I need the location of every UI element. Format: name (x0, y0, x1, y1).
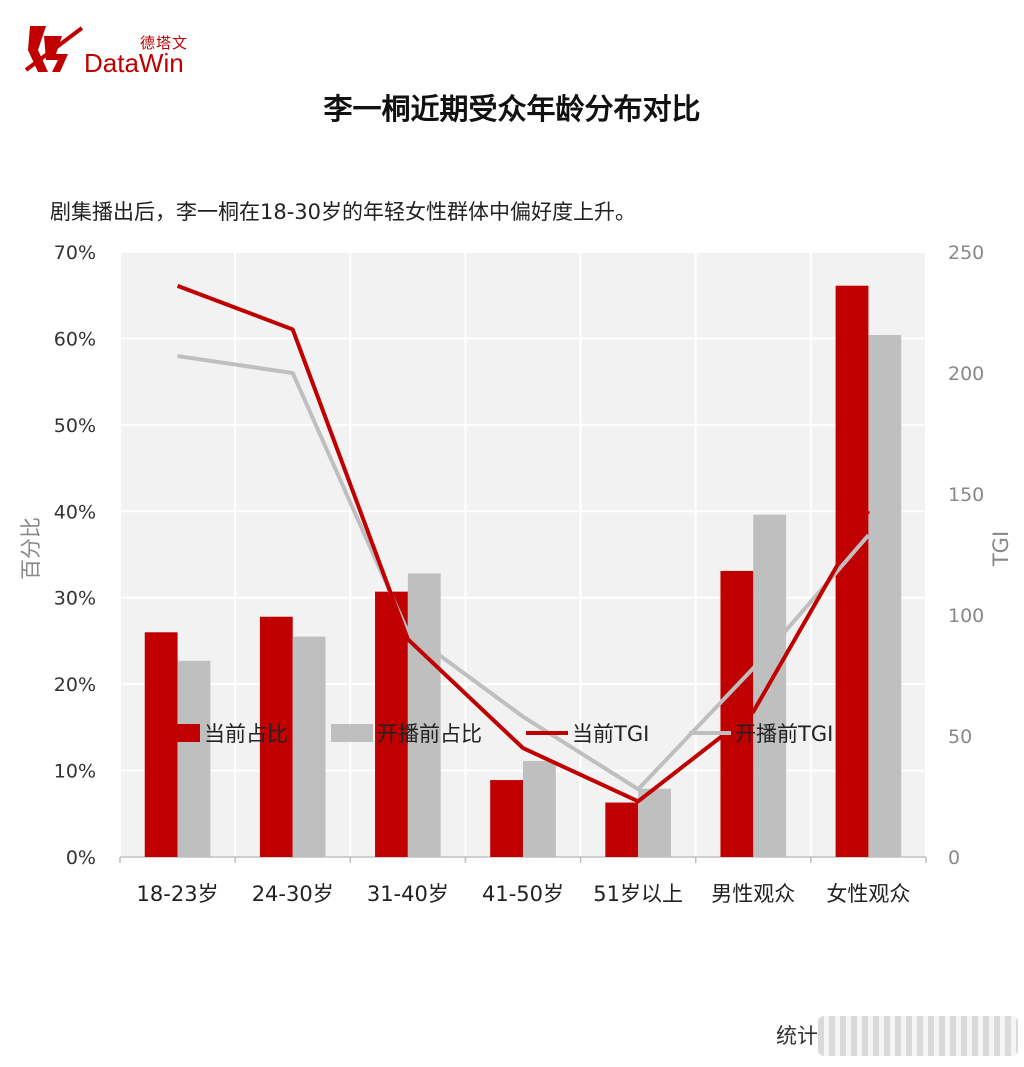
bar-current (835, 285, 869, 857)
bar-before (523, 761, 556, 857)
bar-before (292, 636, 326, 857)
chart-subtitle: 剧集播出后，李一桐在18-30岁的年轻女性群体中偏好度上升。 (50, 200, 637, 224)
y-tick-label-right: 100 (948, 605, 984, 627)
logo-chinese-name: 德塔文 (140, 34, 189, 52)
x-tick-label: 51岁以上 (593, 882, 683, 906)
x-tick-label: 男性观众 (711, 882, 795, 906)
bar-current (144, 632, 178, 857)
y-axis-title-left: 百分比 (19, 517, 43, 580)
footer-redacted-area (818, 1016, 1018, 1056)
y-tick-label-right: 200 (948, 363, 984, 385)
logo-english-name: DataWin (84, 48, 184, 78)
bar-current (259, 616, 293, 857)
y-tick-label-right: 50 (948, 726, 972, 748)
footer-text: 统计 (776, 1024, 818, 1048)
plot-area (120, 252, 926, 857)
bar-before (177, 660, 211, 857)
datawin-logo-mark (24, 26, 84, 72)
bar-before (407, 573, 441, 857)
bar-current (490, 780, 523, 857)
y-tick-label-left: 70% (54, 242, 96, 264)
line-before-tgi (177, 354, 870, 792)
y-tick-label-left: 40% (54, 501, 96, 523)
x-tick-label: 41-50岁 (482, 882, 564, 906)
y-tick-label-right: 150 (948, 484, 984, 506)
y-tick-label-right: 0 (948, 847, 960, 869)
x-tick-label: 31-40岁 (367, 882, 449, 906)
bar-current (375, 591, 408, 857)
combo-chart: 0% 10% 20% 30% 40% 50% 60% 70% 0 50 100 150 200 250 18… (19, 242, 1013, 906)
legend-label: 当前TGI (572, 722, 649, 746)
bar-before (868, 334, 902, 857)
y-tick-label-left: 30% (54, 588, 96, 610)
x-tick-label: 18-23岁 (137, 882, 219, 906)
y-axis-title-right: TGI (989, 531, 1013, 567)
bar-current (605, 802, 639, 857)
legend-label: 开播前TGI (735, 722, 833, 746)
datawin-logo (24, 20, 204, 80)
y-tick-label-left: 20% (54, 674, 96, 696)
bar-before (638, 788, 671, 857)
legend-label: 开播前占比 (377, 722, 482, 746)
y-tick-label-left: 60% (54, 328, 96, 350)
x-tick-label: 女性观众 (826, 882, 910, 906)
y-tick-label-left: 50% (54, 415, 96, 437)
y-tick-label-left: 0% (66, 847, 96, 869)
y-tick-label-right: 250 (948, 242, 984, 264)
legend-swatch (158, 724, 200, 742)
line-current-tgi (176, 284, 871, 804)
legend-swatch (331, 724, 373, 742)
y-tick-label-left: 10% (54, 761, 96, 783)
legend-label: 当前占比 (204, 722, 288, 746)
chart-title: 李一桐近期受众年龄分布对比 (323, 92, 701, 126)
x-tick-label: 24-30岁 (252, 882, 334, 906)
